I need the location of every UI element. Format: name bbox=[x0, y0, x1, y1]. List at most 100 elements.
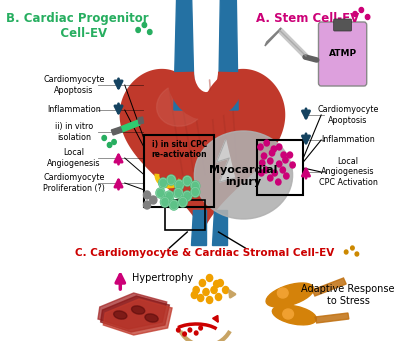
Circle shape bbox=[191, 187, 200, 197]
Polygon shape bbox=[103, 299, 172, 335]
Circle shape bbox=[199, 280, 206, 286]
Circle shape bbox=[183, 191, 192, 201]
FancyBboxPatch shape bbox=[318, 22, 367, 86]
Circle shape bbox=[206, 275, 213, 282]
Circle shape bbox=[259, 170, 264, 176]
Circle shape bbox=[217, 280, 224, 286]
Circle shape bbox=[351, 246, 354, 250]
Circle shape bbox=[214, 281, 220, 287]
Circle shape bbox=[107, 143, 112, 148]
Circle shape bbox=[112, 139, 116, 145]
Circle shape bbox=[159, 178, 168, 188]
Ellipse shape bbox=[157, 84, 205, 126]
Polygon shape bbox=[315, 313, 349, 323]
Ellipse shape bbox=[132, 306, 145, 314]
Circle shape bbox=[142, 23, 147, 28]
Circle shape bbox=[359, 8, 364, 13]
Circle shape bbox=[198, 295, 204, 301]
Circle shape bbox=[167, 175, 176, 185]
Circle shape bbox=[188, 328, 192, 332]
Text: Cardiomyocyte
Apoptosis: Cardiomyocyte Apoptosis bbox=[317, 105, 379, 125]
Circle shape bbox=[206, 297, 213, 303]
Circle shape bbox=[268, 158, 273, 164]
Ellipse shape bbox=[145, 314, 158, 322]
Circle shape bbox=[144, 191, 151, 199]
Text: Adaptive Response
to Stress: Adaptive Response to Stress bbox=[301, 284, 395, 306]
Circle shape bbox=[260, 160, 265, 166]
Polygon shape bbox=[101, 296, 169, 332]
Circle shape bbox=[156, 188, 165, 198]
Polygon shape bbox=[212, 210, 228, 245]
Circle shape bbox=[160, 197, 169, 207]
Circle shape bbox=[191, 292, 198, 298]
Polygon shape bbox=[120, 120, 140, 132]
Circle shape bbox=[191, 181, 200, 191]
Ellipse shape bbox=[278, 288, 288, 298]
Circle shape bbox=[268, 175, 273, 181]
Text: A. Stem Cell-EV: A. Stem Cell-EV bbox=[256, 12, 359, 25]
Polygon shape bbox=[120, 69, 285, 237]
Circle shape bbox=[280, 167, 286, 173]
Bar bbox=[165, 200, 205, 230]
Text: Local
Angiogenesis
CPC Activation: Local Angiogenesis CPC Activation bbox=[318, 157, 377, 187]
Ellipse shape bbox=[272, 305, 316, 325]
Circle shape bbox=[290, 162, 295, 168]
Circle shape bbox=[269, 150, 275, 156]
Bar bbox=[144, 135, 214, 207]
Circle shape bbox=[276, 144, 282, 150]
Text: Local
Angiogenesis: Local Angiogenesis bbox=[47, 148, 101, 168]
Circle shape bbox=[281, 152, 286, 158]
Circle shape bbox=[169, 200, 178, 210]
Circle shape bbox=[191, 181, 200, 191]
Circle shape bbox=[136, 28, 140, 32]
Ellipse shape bbox=[283, 309, 294, 319]
Text: Inflammation: Inflammation bbox=[321, 135, 375, 145]
Circle shape bbox=[211, 286, 217, 294]
Circle shape bbox=[183, 176, 192, 186]
Circle shape bbox=[156, 188, 165, 198]
Circle shape bbox=[271, 146, 276, 152]
Circle shape bbox=[353, 12, 357, 16]
Circle shape bbox=[191, 187, 200, 197]
Polygon shape bbox=[265, 28, 281, 46]
Bar bbox=[257, 140, 303, 195]
Circle shape bbox=[174, 188, 183, 198]
Polygon shape bbox=[191, 210, 206, 245]
Circle shape bbox=[263, 167, 268, 173]
Circle shape bbox=[165, 191, 174, 201]
Circle shape bbox=[264, 140, 269, 146]
Circle shape bbox=[176, 328, 180, 332]
Polygon shape bbox=[98, 293, 167, 329]
Circle shape bbox=[215, 294, 222, 300]
Polygon shape bbox=[312, 278, 346, 296]
Ellipse shape bbox=[194, 131, 292, 219]
Text: C. Cardiomyocyte & Cardiac Stromal Cell-EV: C. Cardiomyocyte & Cardiac Stromal Cell-… bbox=[76, 248, 335, 258]
Circle shape bbox=[178, 197, 187, 207]
Circle shape bbox=[175, 180, 184, 190]
Circle shape bbox=[261, 153, 267, 159]
Circle shape bbox=[276, 161, 282, 167]
Circle shape bbox=[102, 135, 106, 140]
Circle shape bbox=[183, 332, 186, 336]
Circle shape bbox=[148, 30, 152, 34]
Text: Cardiomyocyte
Apoptosis: Cardiomyocyte Apoptosis bbox=[43, 75, 104, 95]
Circle shape bbox=[194, 331, 198, 335]
Text: Myocardial
injury: Myocardial injury bbox=[209, 165, 278, 187]
Circle shape bbox=[183, 191, 192, 201]
Text: Cardiomyocyte
Proliferation (?): Cardiomyocyte Proliferation (?) bbox=[43, 173, 105, 193]
Text: Hypertrophy: Hypertrophy bbox=[132, 273, 193, 283]
Circle shape bbox=[159, 178, 168, 188]
Circle shape bbox=[183, 176, 192, 186]
Polygon shape bbox=[138, 117, 144, 124]
Circle shape bbox=[175, 180, 184, 190]
Text: i) in situ CPC
re-activation: i) in situ CPC re-activation bbox=[152, 140, 207, 159]
Circle shape bbox=[193, 286, 199, 294]
Circle shape bbox=[144, 201, 151, 209]
Circle shape bbox=[344, 250, 348, 254]
Text: ii) in vitro
isolation: ii) in vitro isolation bbox=[55, 122, 93, 142]
Circle shape bbox=[272, 170, 278, 176]
Circle shape bbox=[365, 15, 370, 19]
Ellipse shape bbox=[266, 283, 314, 307]
Polygon shape bbox=[174, 0, 194, 110]
Polygon shape bbox=[217, 140, 234, 182]
